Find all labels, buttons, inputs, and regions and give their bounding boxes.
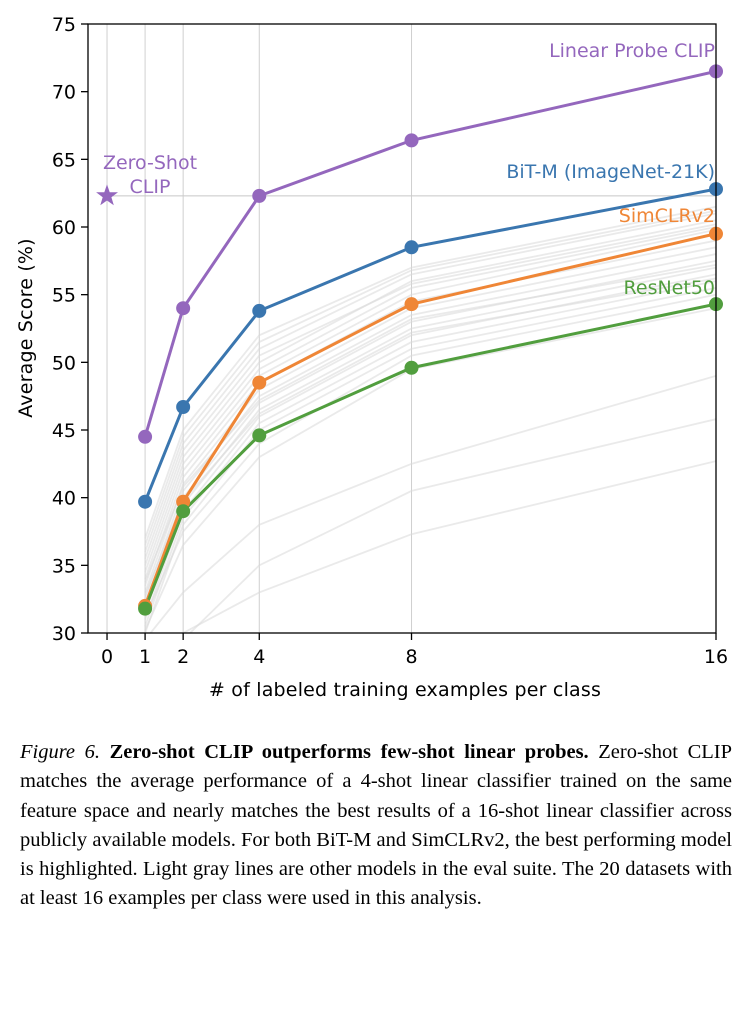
- caption-figure-label: Figure 6.: [20, 741, 101, 763]
- background-model-line-22: [188, 418, 716, 633]
- series-points: [138, 64, 723, 616]
- figure-caption: Figure 6. Zero-shot CLIP outperforms few…: [20, 738, 732, 914]
- background-model-line-17: [144, 277, 716, 596]
- y-tick-label-50: 50: [52, 352, 76, 374]
- point-resnet50-x8: [404, 360, 419, 375]
- y-tick-label-35: 35: [52, 555, 76, 577]
- series-label-linear-probe-clip: Linear Probe CLIP: [549, 40, 715, 62]
- point-resnet50-x2: [176, 504, 191, 519]
- plot-frame: [87, 23, 717, 634]
- y-tick-label-65: 65: [52, 149, 76, 171]
- series-labels: Linear Probe CLIP BiT-M (ImageNet-21K) Sim…: [506, 40, 715, 299]
- y-tick-label-55: 55: [52, 285, 76, 307]
- zero-shot-label-line1: Zero-Shot: [103, 152, 197, 174]
- series-line-resnet50: [143, 302, 716, 610]
- background-model-line-16: [144, 264, 716, 582]
- point-bit-m-imagenet-21k-x8: [404, 240, 419, 255]
- y-axis-label: Average Score (%): [15, 238, 37, 418]
- point-linear-probe-clip-x8: [404, 133, 419, 148]
- point-resnet50-x4: [252, 428, 267, 443]
- series-label-resnet50: ResNet50: [624, 277, 715, 299]
- series-lines: [143, 69, 716, 610]
- y-tick-label-45: 45: [52, 420, 76, 442]
- point-simclrv2-x8: [404, 297, 419, 312]
- background-model-line-15: [144, 223, 716, 559]
- background-model-line-20: [149, 375, 716, 633]
- background-model-line-2: [144, 219, 716, 566]
- point-linear-probe-clip-x1: [138, 429, 153, 444]
- background-model-line-18: [144, 293, 716, 618]
- x-tick-label-8: 8: [405, 646, 417, 668]
- y-tick-label-60: 60: [52, 217, 76, 239]
- point-bit-m-imagenet-21k-x4: [252, 303, 267, 318]
- series-label-simclrv2: SimCLRv2: [619, 205, 715, 227]
- zero-shot-star: [96, 184, 118, 206]
- background-model-line-7: [144, 253, 716, 600]
- point-simclrv2-x4: [252, 375, 267, 390]
- point-linear-probe-clip-x2: [176, 301, 191, 316]
- y-tick-label-70: 70: [52, 82, 76, 104]
- background-model-line-13: [144, 205, 716, 539]
- x-tick-label-1: 1: [139, 646, 151, 668]
- point-bit-m-imagenet-21k-x1: [138, 494, 153, 509]
- point-bit-m-imagenet-21k-x2: [176, 399, 191, 414]
- background-model-line-3: [144, 226, 716, 573]
- background-model-line-21: [181, 460, 716, 633]
- background-model-line-19: [144, 307, 716, 631]
- x-tick-label-0: 0: [101, 646, 113, 668]
- background-model-line-11: [144, 280, 716, 627]
- caption-title: Zero-shot CLIP outperforms few-shot line…: [109, 741, 589, 763]
- y-tick-label-75: 75: [52, 14, 76, 36]
- x-tick-label-2: 2: [177, 646, 189, 668]
- x-tick-label-4: 4: [253, 646, 265, 668]
- background-model-line-1: [144, 212, 716, 553]
- x-tick-label-16: 16: [704, 646, 728, 668]
- zero-shot-label-line2: CLIP: [130, 176, 171, 198]
- series-label-bit-m-imagenet-21k: BiT-M (ImageNet-21K): [506, 161, 715, 183]
- point-linear-probe-clip-x4: [252, 188, 267, 203]
- caption-body: Zero-shot CLIP matches the average perfo…: [20, 741, 733, 910]
- y-tick-label-30: 30: [52, 623, 76, 645]
- axis-ticks: 30 35 40 45 50 55 60 65 70 75 0 1 2 4 8 16: [52, 14, 728, 668]
- background-model-line-12: [144, 287, 716, 633]
- x-axis-label: # of labeled training examples per class: [209, 679, 601, 701]
- background-model-line-14: [144, 209, 716, 546]
- y-tick-label-40: 40: [52, 488, 76, 510]
- point-resnet50-x1: [138, 601, 153, 616]
